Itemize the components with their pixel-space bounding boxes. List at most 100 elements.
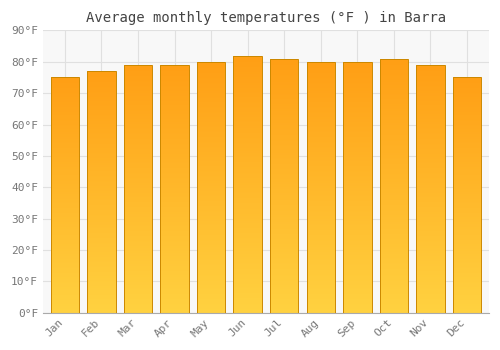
Bar	[50, 99, 79, 100]
Bar	[270, 272, 298, 273]
Bar	[234, 110, 262, 111]
Bar	[197, 84, 226, 86]
Bar	[343, 212, 372, 214]
Bar	[270, 299, 298, 300]
Bar	[416, 201, 444, 202]
Bar	[270, 113, 298, 114]
Bar	[124, 112, 152, 113]
Bar	[160, 113, 189, 114]
Bar	[124, 156, 152, 158]
Bar	[160, 295, 189, 296]
Bar	[416, 195, 444, 196]
Bar	[160, 91, 189, 92]
Bar	[416, 108, 444, 110]
Bar	[270, 225, 298, 226]
Bar	[343, 202, 372, 203]
Bar	[50, 188, 79, 189]
Bar	[380, 299, 408, 300]
Bar	[270, 170, 298, 172]
Bar	[452, 206, 481, 207]
Bar	[124, 229, 152, 230]
Bar	[416, 221, 444, 222]
Bar	[306, 240, 335, 241]
Bar	[234, 274, 262, 275]
Bar	[380, 103, 408, 104]
Bar	[270, 99, 298, 100]
Bar	[380, 231, 408, 233]
Bar	[306, 229, 335, 230]
Bar	[124, 284, 152, 285]
Bar	[87, 141, 116, 142]
Bar	[124, 290, 152, 292]
Bar	[124, 214, 152, 215]
Bar	[87, 287, 116, 288]
Bar	[124, 119, 152, 121]
Bar	[343, 82, 372, 83]
Bar	[124, 300, 152, 301]
Bar	[234, 129, 262, 130]
Bar	[452, 310, 481, 312]
Bar	[124, 159, 152, 160]
Bar	[124, 259, 152, 261]
Bar	[270, 203, 298, 205]
Bar	[270, 186, 298, 187]
Bar	[452, 187, 481, 188]
Bar	[87, 215, 116, 216]
Bar	[234, 74, 262, 75]
Bar	[124, 296, 152, 298]
Bar	[160, 71, 189, 72]
Bar	[270, 309, 298, 310]
Bar	[124, 118, 152, 119]
Bar	[197, 306, 226, 308]
Bar	[234, 212, 262, 214]
Bar	[416, 215, 444, 216]
Bar	[416, 117, 444, 118]
Bar	[124, 178, 152, 179]
Bar	[270, 124, 298, 125]
Bar	[160, 65, 189, 66]
Bar	[416, 119, 444, 121]
Bar	[160, 94, 189, 96]
Bar	[234, 107, 262, 108]
Bar	[380, 88, 408, 89]
Bar	[270, 249, 298, 250]
Bar	[452, 200, 481, 201]
Bar	[452, 90, 481, 92]
Bar	[270, 78, 298, 79]
Bar	[87, 229, 116, 231]
Bar	[234, 234, 262, 236]
Bar	[50, 180, 79, 181]
Bar	[343, 74, 372, 76]
Bar	[234, 283, 262, 284]
Bar	[270, 282, 298, 284]
Bar	[87, 241, 116, 243]
Bar	[160, 135, 189, 137]
Bar	[416, 116, 444, 117]
Bar	[197, 246, 226, 247]
Bar	[87, 148, 116, 150]
Bar	[343, 221, 372, 222]
Bar	[160, 148, 189, 149]
Bar	[234, 67, 262, 68]
Bar	[380, 309, 408, 310]
Bar	[197, 212, 226, 214]
Bar	[160, 275, 189, 277]
Bar	[270, 169, 298, 170]
Bar	[380, 226, 408, 228]
Bar	[452, 105, 481, 106]
Bar	[87, 158, 116, 159]
Bar	[270, 130, 298, 131]
Bar	[270, 228, 298, 229]
Bar	[234, 162, 262, 163]
Bar	[197, 123, 226, 125]
Bar	[197, 155, 226, 156]
Bar	[380, 102, 408, 103]
Bar	[234, 232, 262, 233]
Bar	[234, 310, 262, 312]
Bar	[160, 204, 189, 205]
Bar	[343, 306, 372, 308]
Bar	[50, 132, 79, 133]
Bar	[50, 255, 79, 256]
Bar	[50, 241, 79, 242]
Bar	[416, 239, 444, 241]
